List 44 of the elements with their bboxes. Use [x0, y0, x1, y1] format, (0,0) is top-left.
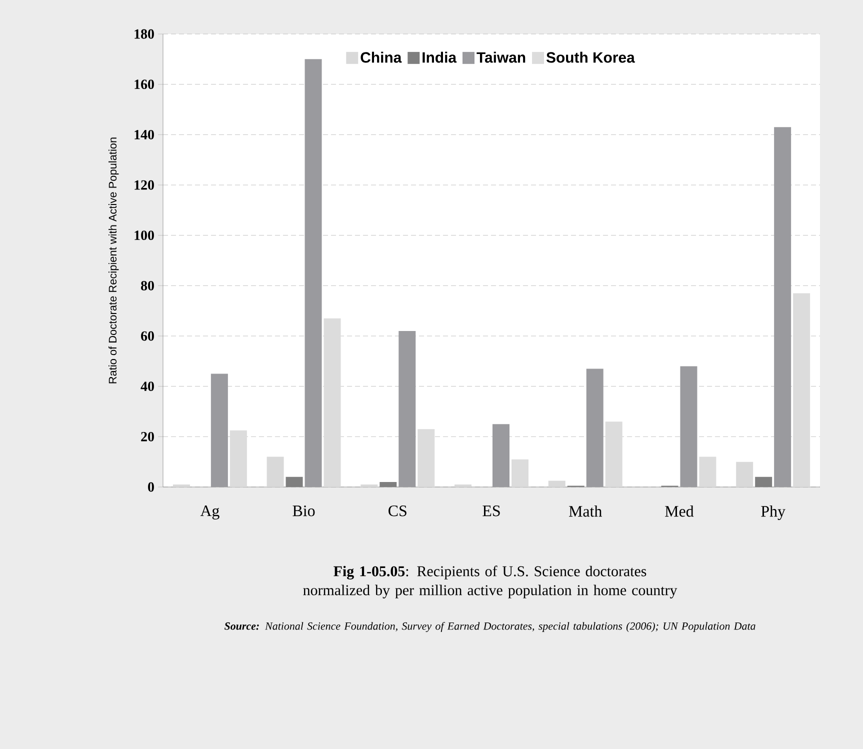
bar [304, 59, 322, 487]
text: Source: National Science Foundation, Survey of Earned Doctorates, special tabulations (2006); UN Population Data [224, 622, 756, 632]
y-axis-title: Ratio of Doctorate Recipient with Active Population [108, 138, 119, 384]
text: Fig 1-05.05: Recipients of U.S. Science doctorates normalized by per million active population in home country [303, 566, 678, 598]
bar [548, 480, 566, 487]
legend-label: Taiwan [476, 52, 526, 63]
x-tick-label: ES [482, 506, 500, 516]
bar [586, 368, 604, 487]
y-tick-label: 40 [140, 382, 154, 392]
x-tick-label: Phy [761, 506, 786, 520]
y-tick-label: 0 [148, 482, 154, 492]
x-tick-label: Ag [200, 506, 220, 520]
bar [774, 127, 792, 487]
bar [398, 330, 416, 487]
x-tick-label: Bio [292, 506, 315, 516]
bar [605, 422, 622, 487]
bar [492, 424, 510, 487]
bar [418, 429, 435, 487]
y-tick-label: 60 [141, 331, 154, 341]
y-tick-label: 120 [134, 180, 154, 190]
y-tick-label: 180 [134, 29, 154, 39]
y-tick-label: 160 [134, 80, 154, 90]
y-tick-label: 140 [134, 130, 154, 140]
bar [699, 456, 716, 487]
bar [736, 462, 754, 487]
y-tick-label: 100 [134, 230, 154, 240]
bar [324, 318, 341, 487]
legend-label: China [360, 52, 402, 63]
legend-label: India [422, 52, 457, 63]
y-tick-label: 80 [141, 280, 154, 290]
x-tick-label: Math [568, 506, 602, 517]
y-tick-label: 20 [141, 432, 154, 442]
bar [210, 374, 228, 487]
bar [793, 293, 810, 487]
x-tick-label: Med [665, 506, 694, 517]
bar [454, 484, 472, 487]
bar [511, 459, 528, 487]
bar [680, 366, 698, 487]
bar [266, 456, 284, 487]
legend-label: South Korea [546, 52, 635, 63]
bar [172, 484, 190, 487]
x-tick-label: CS [388, 506, 406, 516]
bar [230, 430, 247, 487]
bar [360, 484, 378, 487]
